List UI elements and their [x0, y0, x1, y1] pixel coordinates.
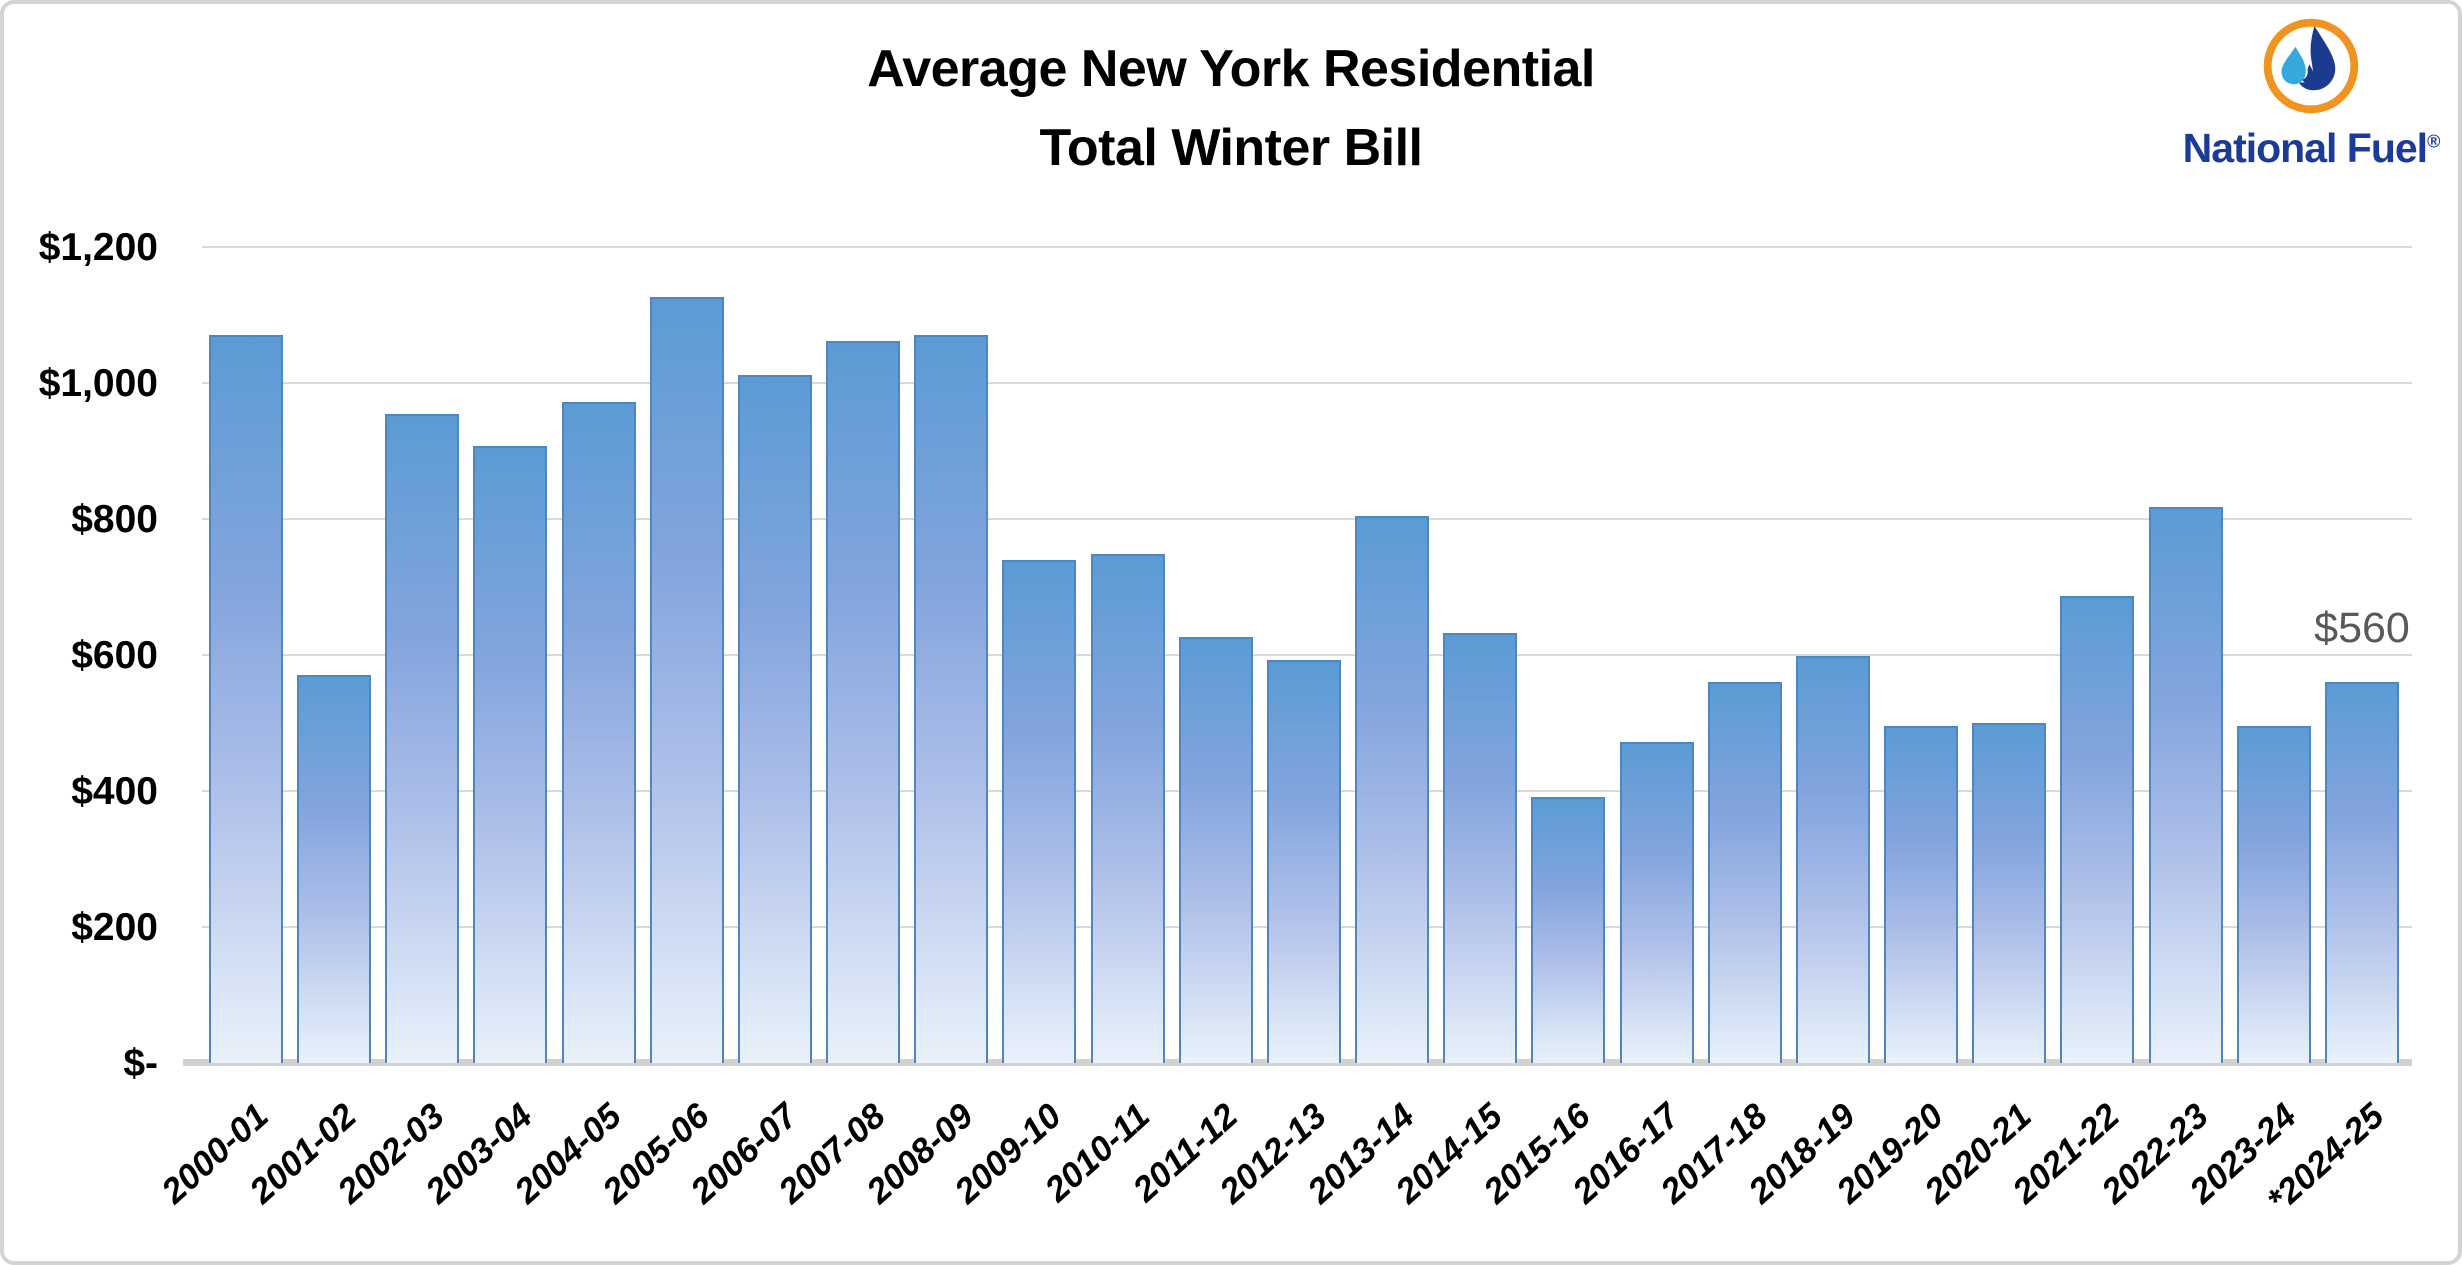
registered-trademark-symbol: ®	[2427, 131, 2440, 152]
flame-droplet-icon	[2263, 18, 2359, 114]
gridline-800	[202, 518, 2412, 520]
bar-2012-13	[1267, 660, 1341, 1063]
bar-2020-21	[1972, 723, 2046, 1063]
bar-2010-11	[1091, 554, 1165, 1063]
bar-2022-23	[2149, 507, 2223, 1063]
data-label-2024-25: $560	[2314, 604, 2410, 652]
bar-2023-24	[2237, 726, 2311, 1063]
y-axis-tick-label: $800	[71, 498, 158, 541]
bar-2011-12	[1179, 637, 1253, 1063]
bar-2003-04	[473, 446, 547, 1063]
bar-2013-14	[1355, 516, 1429, 1063]
bar-2019-20	[1884, 726, 1958, 1063]
bar-2024-25	[2325, 682, 2399, 1063]
y-axis-tick-label: $1,000	[38, 362, 158, 405]
y-axis-tick-label: $600	[71, 634, 158, 677]
bar-2001-02	[297, 675, 371, 1063]
gridline-600	[202, 654, 2412, 656]
bar-2021-22	[2060, 596, 2134, 1063]
bar-2005-06	[650, 297, 724, 1063]
y-axis-tick-label: $200	[71, 906, 158, 949]
gridline-1000	[202, 382, 2412, 384]
y-axis-tick-label: $-	[123, 1042, 158, 1085]
y-axis-tick-label: $1,200	[38, 226, 158, 269]
y-axis-tick-label: $400	[71, 770, 158, 813]
bar-2018-19	[1796, 656, 1870, 1063]
national-fuel-wordmark: National Fuel®	[2182, 125, 2441, 171]
national-fuel-logo: National Fuel®	[2176, 14, 2446, 172]
bar-2015-16	[1531, 797, 1605, 1063]
bar-2002-03	[385, 414, 459, 1063]
bar-2016-17	[1620, 742, 1694, 1063]
bar-2014-15	[1443, 633, 1517, 1063]
bar-2006-07	[738, 375, 812, 1063]
bar-2004-05	[562, 402, 636, 1063]
bar-2008-09	[914, 335, 988, 1063]
chart-title-line2: Total Winter Bill	[1039, 119, 1423, 177]
bar-2007-08	[826, 341, 900, 1063]
chart-title-line1: Average New York Residential	[867, 40, 1595, 98]
chart-title: Average New York Residential Total Winte…	[0, 30, 2462, 188]
bar-2000-01	[209, 335, 283, 1063]
bar-2017-18	[1708, 682, 1782, 1063]
gridline-1200	[202, 246, 2412, 248]
bar-2009-10	[1002, 560, 1076, 1063]
